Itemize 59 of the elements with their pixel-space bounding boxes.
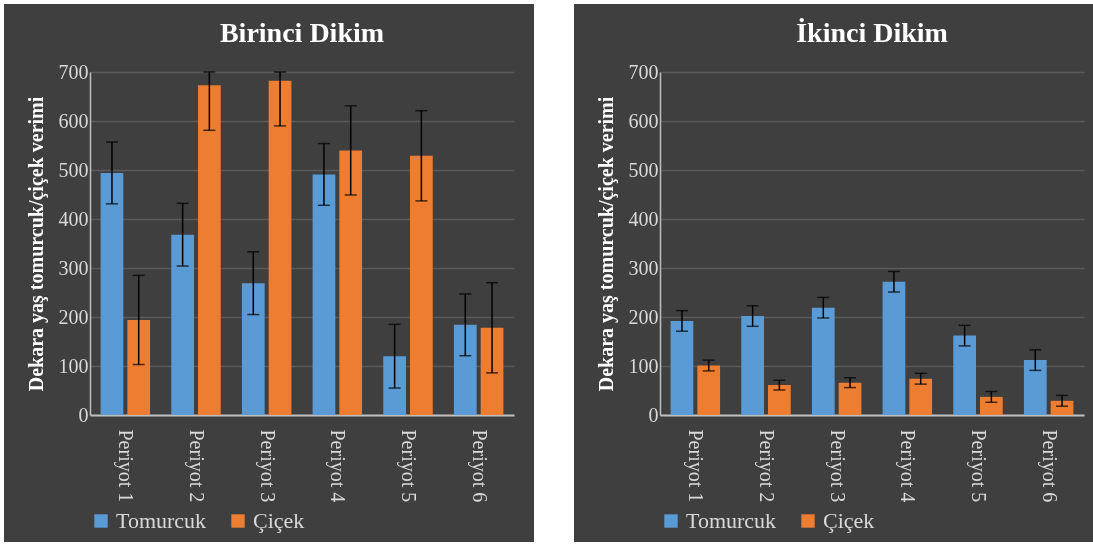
x-tick-label: Periyot 1 xyxy=(684,429,708,503)
legend-label: Çiçek xyxy=(253,508,305,533)
bar xyxy=(312,174,336,415)
bar xyxy=(882,281,906,415)
bar xyxy=(480,327,504,415)
bar xyxy=(909,378,933,415)
y-tick-label: 400 xyxy=(58,207,89,230)
y-tick-label: 600 xyxy=(628,109,659,132)
x-tick-label: Periyot 3 xyxy=(825,429,849,503)
legend-label: Tomurcuk xyxy=(116,508,207,533)
y-tick-label: 500 xyxy=(628,158,659,181)
bar xyxy=(383,356,406,415)
legend-label: Tomurcuk xyxy=(686,508,777,533)
bar xyxy=(953,335,976,415)
bar xyxy=(268,80,292,415)
y-tick-label: 200 xyxy=(628,305,659,328)
bar xyxy=(697,365,721,415)
y-tick-label: 0 xyxy=(648,403,659,426)
x-tick-label: Periyot 3 xyxy=(255,429,279,503)
chart-title: İkinci Dikim xyxy=(796,17,948,48)
x-tick-label: Periyot 5 xyxy=(967,429,990,503)
y-tick-label: 100 xyxy=(58,354,89,377)
bar xyxy=(171,234,194,415)
x-tick-label: Periyot 6 xyxy=(467,429,491,503)
x-tick-label: Periyot 4 xyxy=(326,429,350,503)
bar xyxy=(410,155,433,415)
legend-label: Çiçek xyxy=(823,508,875,533)
y-tick-label: 300 xyxy=(58,256,89,279)
bar xyxy=(811,307,835,415)
bar xyxy=(741,316,764,415)
bar xyxy=(453,324,477,415)
y-axis-title: Dekara yaş tomurcuk/çiçek verimi xyxy=(24,96,48,392)
bar xyxy=(1023,360,1047,415)
y-tick-label: 0 xyxy=(78,403,89,426)
y-tick-label: 700 xyxy=(628,60,659,83)
x-tick-label: Periyot 6 xyxy=(1037,429,1061,503)
x-tick-label: Periyot 1 xyxy=(114,429,138,503)
y-tick-label: 200 xyxy=(58,305,89,328)
bar xyxy=(127,319,151,415)
y-tick-label: 500 xyxy=(58,158,89,181)
x-tick-label: Periyot 4 xyxy=(896,429,920,503)
y-axis-title: Dekara yaş tomurcuk/çiçek verimi xyxy=(594,96,618,392)
x-tick-label: Periyot 5 xyxy=(397,429,420,503)
bar xyxy=(198,85,221,415)
bar xyxy=(339,150,363,415)
bar xyxy=(768,385,791,415)
y-tick-label: 300 xyxy=(628,256,659,279)
y-tick-label: 700 xyxy=(58,60,89,83)
chart-title: Birinci Dikim xyxy=(219,17,385,48)
y-tick-label: 600 xyxy=(58,109,89,132)
bar xyxy=(100,172,124,415)
bar xyxy=(670,320,694,415)
x-tick-label: Periyot 2 xyxy=(185,429,208,503)
y-tick-label: 100 xyxy=(628,354,659,377)
bar xyxy=(980,396,1003,415)
bar xyxy=(241,283,265,415)
bar xyxy=(838,382,862,415)
y-tick-label: 400 xyxy=(628,207,659,230)
x-tick-label: Periyot 2 xyxy=(755,429,778,503)
